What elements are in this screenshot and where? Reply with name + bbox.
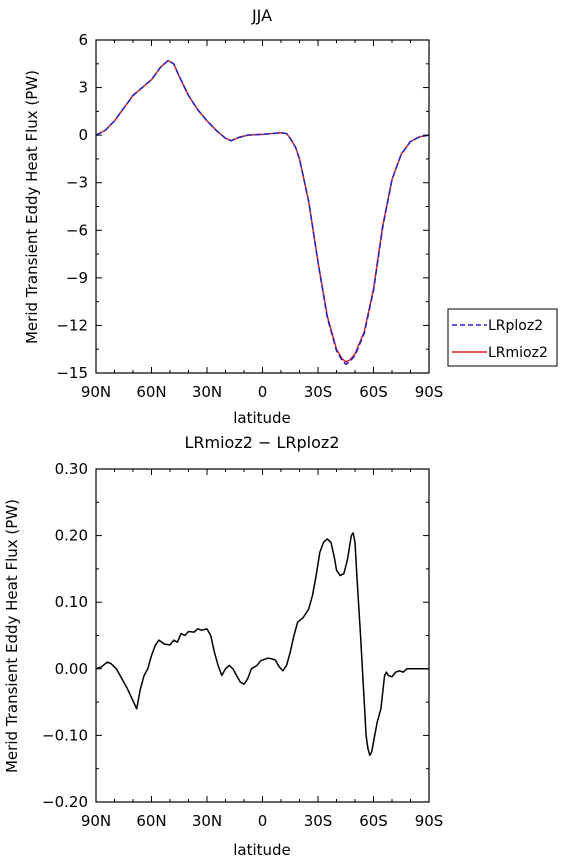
top-y-tick-label-5: −9 xyxy=(66,269,88,287)
top-legend: LRploz2 LRmioz2 xyxy=(447,308,558,367)
bottom-x-tick-label-1: 60N xyxy=(136,812,166,830)
top-x-tick-label-4: 30S xyxy=(304,383,333,401)
bottom-x-tick-label-6: 90S xyxy=(415,812,444,830)
top-y-tick-label-3: −3 xyxy=(66,174,88,192)
bottom-y-tick-label-0: 0.30 xyxy=(55,460,88,478)
legend-label-lrmioz2: LRmioz2 xyxy=(488,345,548,361)
bottom-x-tick-label-5: 60S xyxy=(359,812,388,830)
top-series-line-lrploz2 xyxy=(95,59,430,366)
top-y-tick-label-1: 3 xyxy=(78,79,88,97)
bottom-series-group xyxy=(95,532,429,757)
bottom-x-tick-label-4: 30S xyxy=(304,812,333,830)
top-x-tick-label-6: 90S xyxy=(415,383,444,401)
bottom-y-tick-label-1: 0.20 xyxy=(55,527,88,545)
top-x-axis-title: latitude xyxy=(233,409,291,427)
bottom-y-axis-title: Merid Transient Eddy Heat Flux (PW) xyxy=(3,499,21,773)
bottom-plot-frame xyxy=(95,468,430,803)
bottom-panel: LRmioz2 − LRploz2 90N 60N 30N 0 30S 60S 90S 0.3… xyxy=(3,433,443,859)
top-panel-title: JJA xyxy=(251,6,272,25)
bottom-y-tick-label-5: −0.20 xyxy=(42,793,88,811)
bottom-x-tick-label-2: 30N xyxy=(192,812,222,830)
bottom-y-tick-label-3: 0.00 xyxy=(55,660,88,678)
top-x-tick-label-5: 60S xyxy=(359,383,388,401)
top-panel: JJA 90N 60N 30N 0 30S 60S 90S 6 3 0 −3 −6 −9 −12 −15 l… xyxy=(23,6,558,427)
top-series-group xyxy=(95,59,430,366)
top-y-tick-label-0: 6 xyxy=(78,31,88,49)
top-plot-frame xyxy=(95,39,430,374)
bottom-panel-title: LRmioz2 − LRploz2 xyxy=(184,433,339,452)
top-x-tick-label-1: 60N xyxy=(136,383,166,401)
top-x-tick-label-3: 0 xyxy=(258,383,268,401)
bottom-y-tick-label-4: −0.10 xyxy=(42,726,88,744)
bottom-series-line-difference xyxy=(95,532,429,757)
top-y-tick-label-2: 0 xyxy=(78,126,88,144)
bottom-x-axis-title: latitude xyxy=(233,841,291,859)
bottom-x-tick-label-0: 90N xyxy=(81,812,111,830)
top-y-tick-label-6: −12 xyxy=(56,316,88,334)
top-series-line-lrmioz2 xyxy=(95,59,430,363)
top-x-tick-label-0: 90N xyxy=(81,383,111,401)
legend-box xyxy=(447,308,558,367)
top-y-tick-label-4: −6 xyxy=(66,221,88,239)
top-y-axis-title: Merid Transient Eddy Heat Flux (PW) xyxy=(23,70,41,344)
bottom-ticks: 90N 60N 30N 0 30S 60S 90S 0.30 0.20 0.10 0.00 −0.10… xyxy=(42,460,443,830)
bottom-y-tick-label-2: 0.10 xyxy=(55,593,88,611)
top-ticks: 90N 60N 30N 0 30S 60S 90S 6 3 0 −3 −6 −9 −12 −15 xyxy=(56,31,443,401)
top-y-tick-label-7: −15 xyxy=(56,364,88,382)
top-x-tick-label-2: 30N xyxy=(192,383,222,401)
legend-label-lrploz2: LRploz2 xyxy=(488,318,543,334)
bottom-x-tick-label-3: 0 xyxy=(258,812,268,830)
